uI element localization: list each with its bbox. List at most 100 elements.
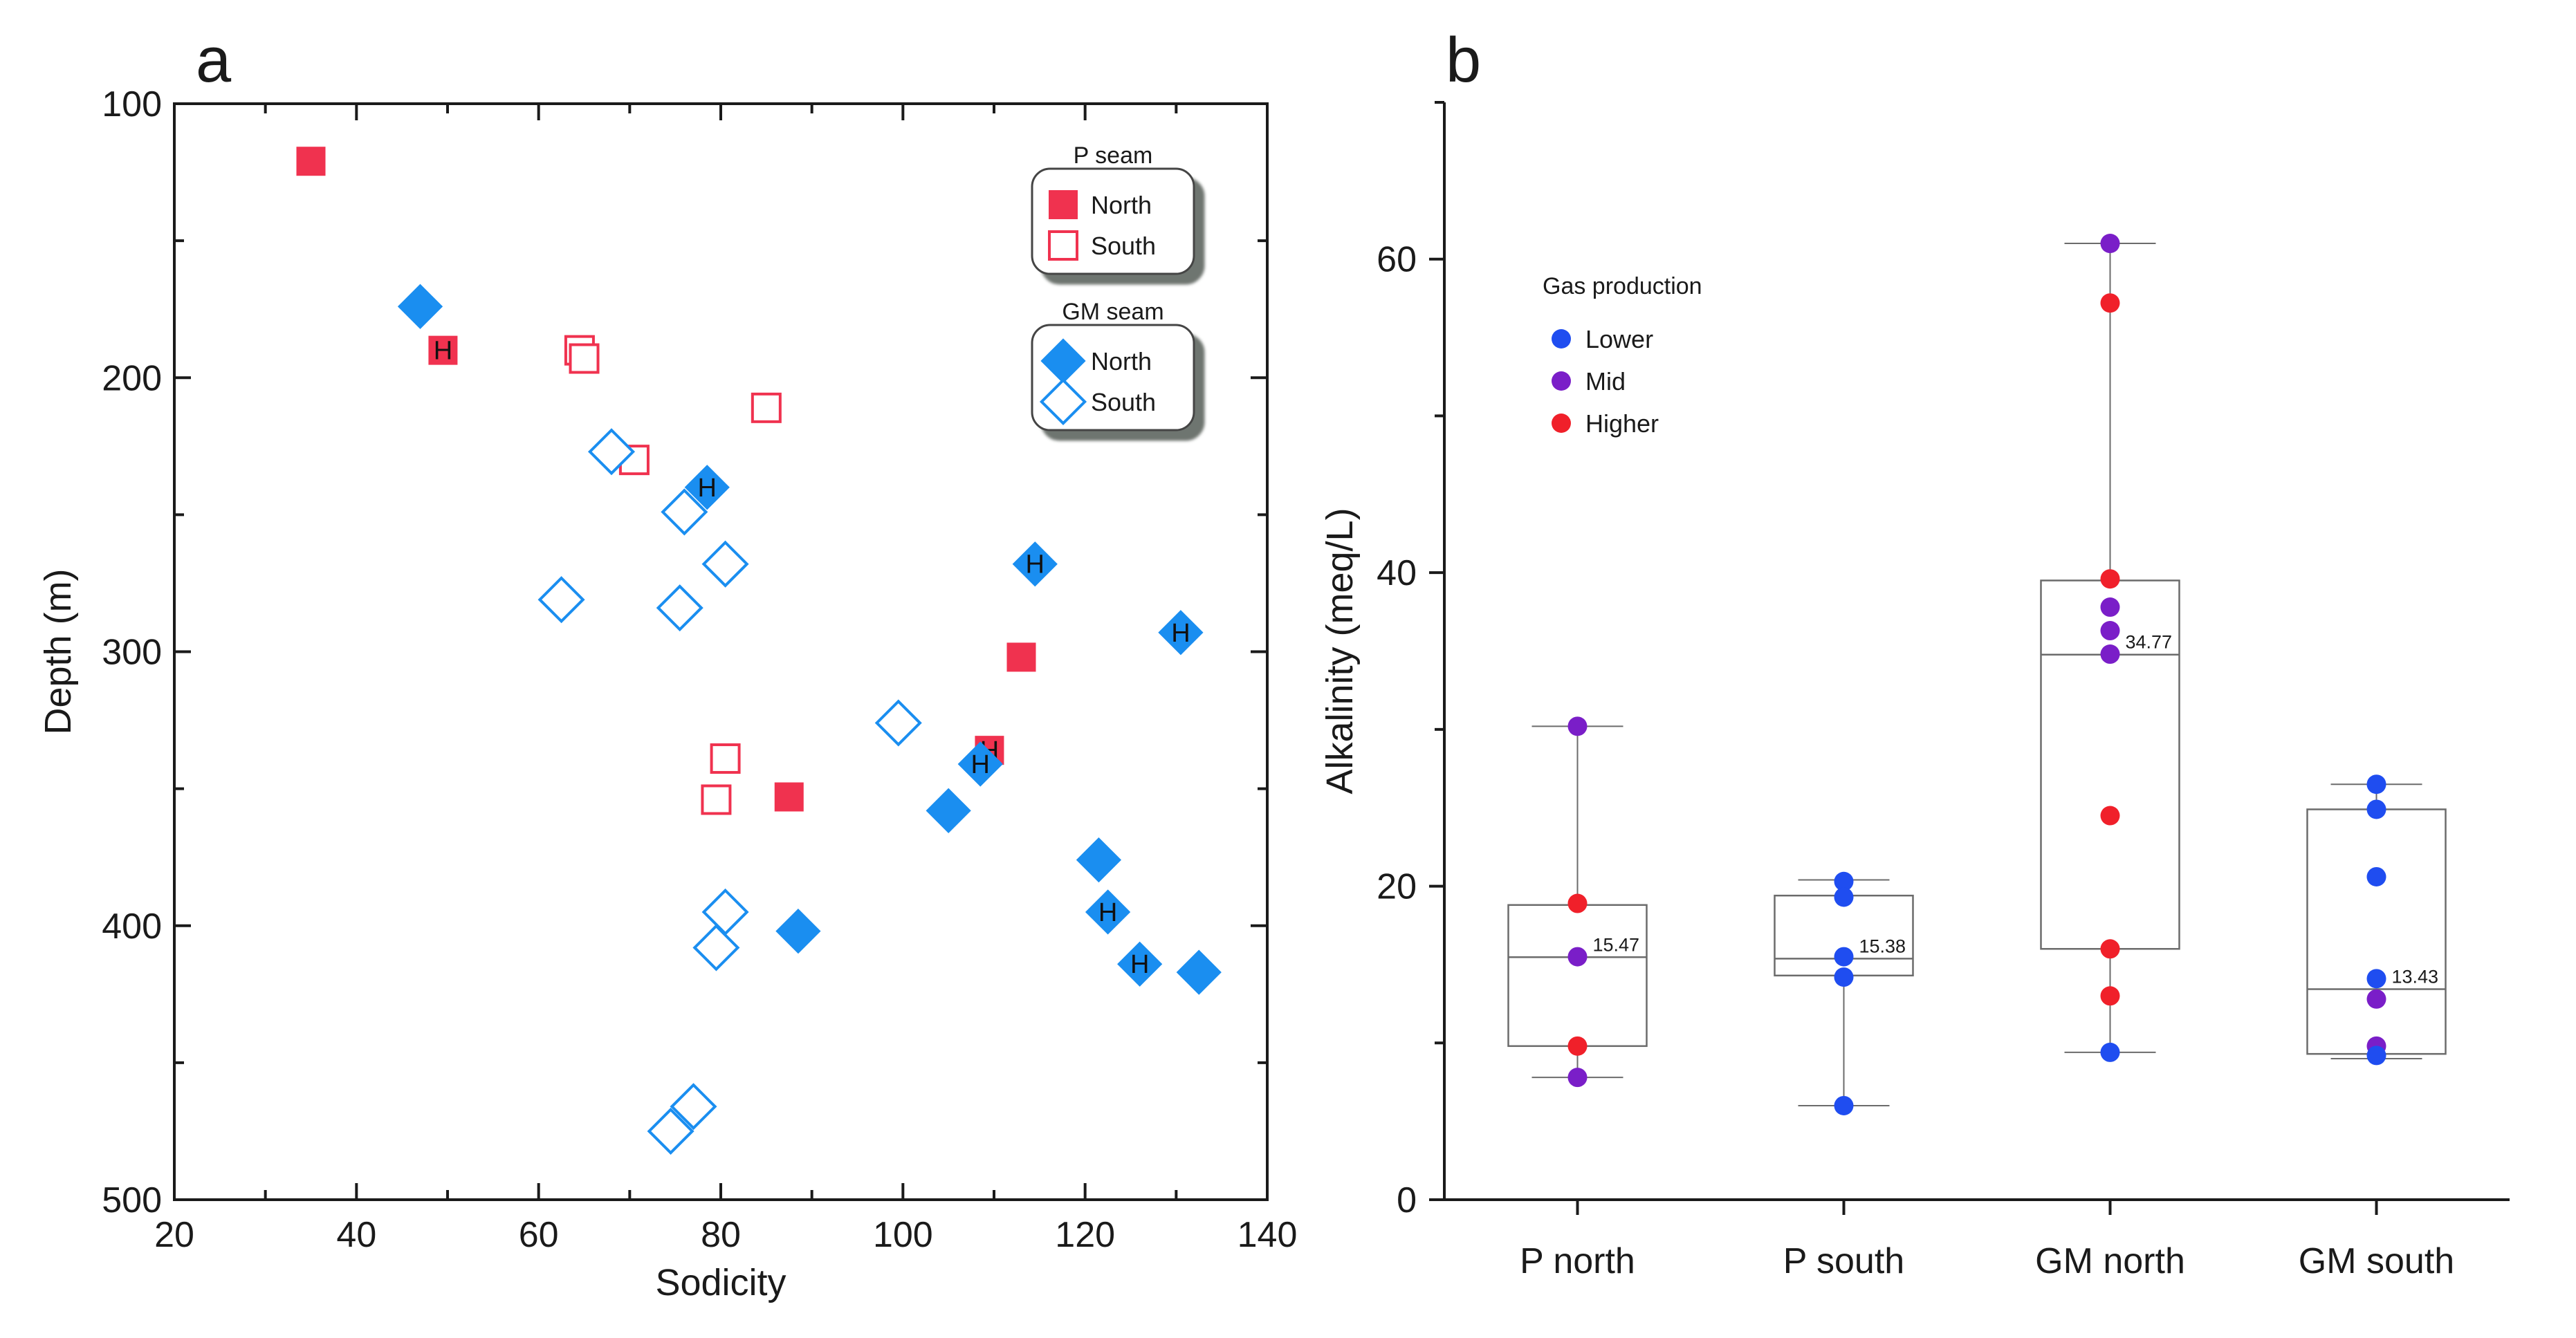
gm-seam-north-point [1012,541,1058,587]
data-point-gm-north-mid [2100,644,2120,665]
h-marker-label: H [1171,619,1190,648]
gm-seam-south-point [670,1083,717,1131]
gm-seam-north-point [1158,610,1204,656]
panel-b-letter: b [1446,25,1481,95]
box-gm-south [2306,808,2447,1055]
gm-seam-south-point [661,488,708,536]
legend-dot-mid [1552,371,1571,391]
y-tick-label-b: 20 [1377,867,1417,907]
h-marker-label: H [1098,898,1117,927]
h-marker-label: H [1026,550,1045,579]
panel-a-scatter: 20 40 60 80 100 120 140 100 200 300 400 500 Sodicity… [37,84,1297,1303]
gm-seam-south-point [701,540,749,588]
legend-label-mid: Mid [1585,367,1626,396]
y-tick-label-a: 300 [102,633,162,673]
median-label-gm-south: 13.43 [2392,967,2439,987]
data-point-p-north-mid [1567,716,1588,736]
legend-marker-a [1039,378,1087,426]
median-label-p-south: 15.38 [1859,936,1906,956]
data-point-p-south-lower [1834,871,1854,891]
x-tick-label-a: 60 [519,1215,559,1255]
data-point-gm-north-higher [2100,806,2120,826]
data-point-gm-north-mid [2100,234,2120,254]
data-point-gm-south-lower [2366,969,2386,989]
data-point-gm-north-higher [2100,986,2120,1006]
gm-seam-north-point [957,741,1003,787]
data-point-p-north-mid [1567,1068,1588,1088]
data-point-p-south-lower [1834,967,1854,987]
legend-label-higher: Higher [1585,409,1659,438]
panel-b-boxplot: 0 20 40 60 P north P south GM north GM south Alk… [1319,101,2510,1281]
y-tick-label-b: 40 [1377,553,1417,593]
x-category-label-p-north: P north [1520,1241,1635,1281]
data-point-p-north-higher [1567,893,1588,913]
gm-seam-south-point [537,576,585,624]
p-seam-south-point [710,743,741,774]
data-point-gm-north-mid [2100,597,2120,617]
gm-seam-north-point [397,284,443,329]
gm-seam-south-point [874,699,922,747]
gm-seam-south-point [692,924,740,972]
p-seam-south-point [751,392,782,423]
p-seam-north-point [428,335,458,365]
data-point-gm-north-lower [2100,1042,2120,1062]
y-tick-label-b: 0 [1397,1180,1417,1220]
data-point-p-south-lower [1834,887,1854,907]
h-marker-label: H [1130,950,1149,979]
y-axis-title-a: Depth (m) [37,568,79,734]
panel-b-axes: 0 20 40 60 P north P south GM north GM south Alk… [1319,101,2510,1281]
p-seam-north-point [774,782,804,812]
data-point-p-south-lower [1834,1095,1854,1115]
gm-seam-south-point [647,1107,694,1155]
legend-label-a: North [1091,347,1152,375]
x-tick-label-a: 120 [1055,1215,1115,1255]
x-category-label-p-south: P south [1783,1241,1904,1281]
data-point-gm-south-lower [2366,1046,2386,1066]
data-point-gm-north-higher [2100,293,2120,313]
gm-seam-south-point [656,584,703,632]
p-seam-north-point [1006,642,1036,672]
legend-group-title-a: P seam [1074,142,1153,169]
data-point-gm-north-higher [2100,569,2120,589]
x-tick-label-a: 140 [1238,1215,1298,1255]
data-point-p-south-lower [1834,947,1854,967]
x-category-label-gm-south: GM south [2299,1241,2454,1281]
gm-seam-south-point [701,888,749,936]
panel-b-points [1567,234,2386,1115]
legend-dot-lower [1552,329,1571,349]
h-marker-label: H [698,474,717,503]
y-tick-label-a: 500 [102,1180,162,1220]
h-marker-label: H [434,337,452,366]
data-point-gm-south-lower [2366,774,2386,795]
panel-b-boxes: 15.47 15.38 34.77 13.43 [1507,243,2447,1106]
gm-seam-north-point [1085,889,1131,935]
legend-marker-a [1049,190,1078,219]
legend-marker-a [1048,230,1078,261]
data-point-p-north-mid [1567,947,1588,967]
legend-label-a: South [1091,388,1156,416]
panel-b-legend: Gas production Lower Mid Higher [1543,273,1702,438]
x-tick-label-a: 20 [154,1215,194,1255]
y-tick-label-a: 100 [102,84,162,124]
gm-seam-north-point [1176,949,1222,995]
x-axis-title-a: Sodicity [655,1262,786,1303]
p-seam-north-point [296,147,326,176]
gm-seam-north-point [926,788,971,833]
panel-a-axes: 20 40 60 80 100 120 140 100 200 300 400 500 Sodicity… [37,84,1297,1303]
median-label-gm-north: 34.77 [2126,632,2173,653]
p-seam-south-point [701,784,732,815]
gm-seam-south-point [587,428,636,476]
y-tick-label-a: 400 [102,907,162,947]
gm-seam-north-point [1117,941,1163,987]
panel-a-points: HHHHHHHH [296,147,1222,1155]
gm-seam-north-point [684,465,730,510]
legend-label-a: North [1091,191,1152,219]
legend-title-b: Gas production [1543,273,1702,299]
data-point-gm-north-mid [2100,621,2120,641]
x-tick-label-a: 40 [336,1215,376,1255]
legend-label-lower: Lower [1585,325,1653,353]
p-seam-south-point [569,343,600,374]
box-p-north [1507,904,1648,1048]
panel-a-letter: a [196,25,232,95]
